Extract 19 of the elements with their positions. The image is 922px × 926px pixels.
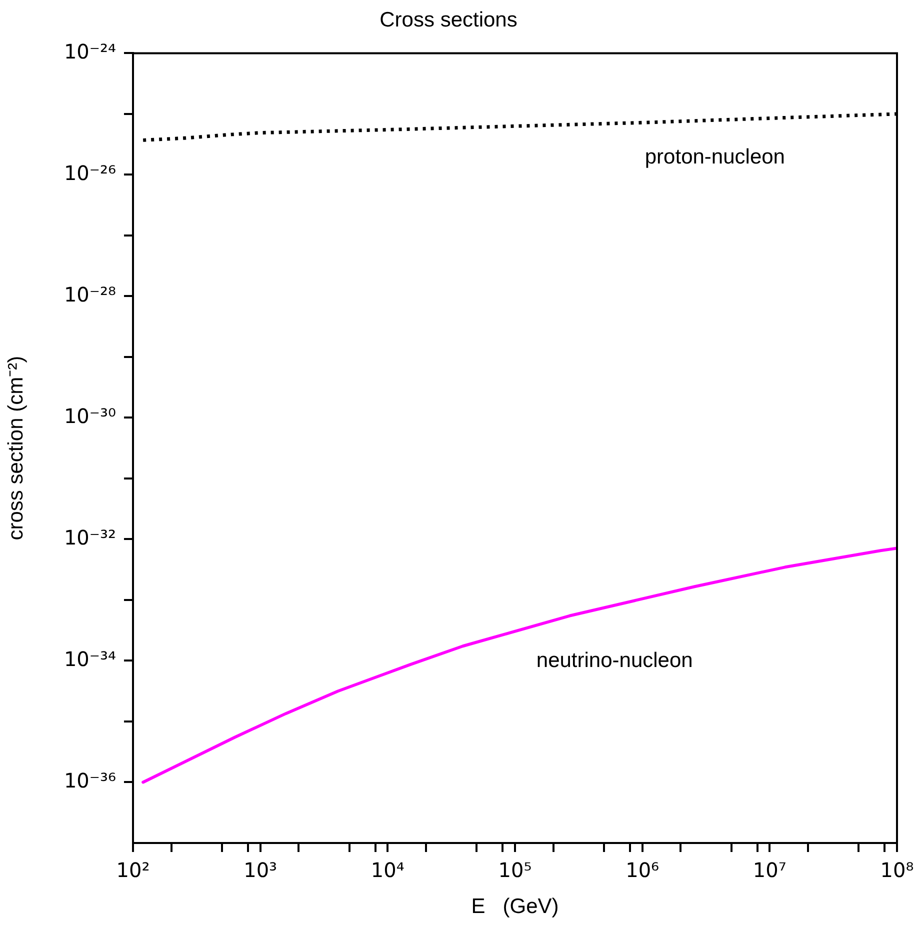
- y-tick-label: 10⁻²⁴: [64, 39, 116, 64]
- x-tick-label: 10⁷: [752, 858, 786, 882]
- series-label: neutrino-nucleon: [536, 649, 693, 672]
- x-tick-label: 10⁶: [626, 858, 660, 882]
- x-tick-label: 10²: [116, 858, 150, 882]
- y-tick-label: 10⁻²⁸: [64, 282, 116, 306]
- y-tick-label: 10⁻³²: [64, 525, 116, 550]
- series-label: proton-nucleon: [644, 145, 785, 168]
- chart-title: Cross sections: [380, 8, 518, 32]
- y-tick-label: 10⁻²⁶: [64, 160, 116, 185]
- y-tick-label: 10⁻³⁴: [64, 646, 116, 671]
- y-axis-title: cross section (cm⁻²): [4, 356, 28, 540]
- x-axis-title: E (GeV): [471, 895, 559, 918]
- y-tick-label: 10⁻³⁰: [64, 404, 116, 428]
- x-tick-label: 10³: [244, 858, 278, 882]
- y-tick-label: 10⁻³⁶: [64, 768, 116, 792]
- x-tick-label: 10⁴: [370, 858, 404, 882]
- x-tick-label: 10⁸: [880, 858, 914, 882]
- x-tick-label: 10⁵: [498, 858, 532, 882]
